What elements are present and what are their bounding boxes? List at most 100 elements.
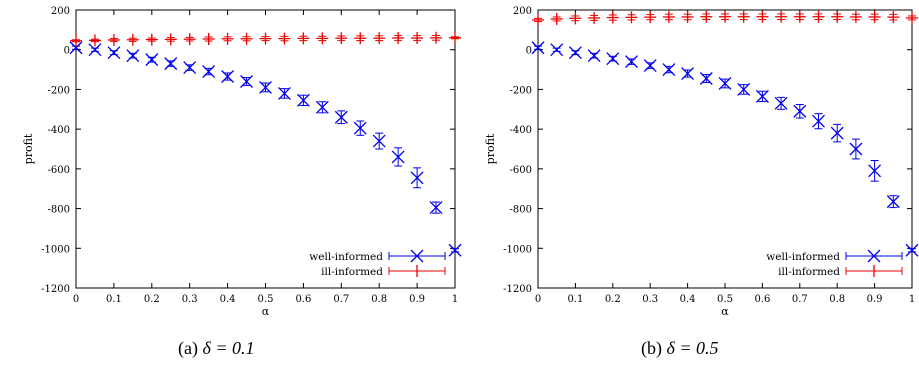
chart-1-well-informed-point xyxy=(774,96,788,110)
chart-0-marker-x xyxy=(277,86,291,100)
chart-1-ill-informed-point xyxy=(569,12,582,25)
chart-0-well-informed-point xyxy=(221,70,235,83)
chart-1-well-informed-point xyxy=(905,243,919,257)
caption-b-label: (b) xyxy=(641,338,662,358)
chart-1-ill-informed-point xyxy=(737,10,750,23)
chart-1-well-informed-point xyxy=(662,63,676,77)
chart-1-xtick-label: 0.2 xyxy=(605,294,621,305)
chart-1-ill-informed-point xyxy=(606,11,619,24)
chart-1-marker-x xyxy=(643,59,657,73)
chart-1-well-informed-point xyxy=(755,89,769,103)
chart-0-well-informed-point xyxy=(372,132,386,150)
chart-0-ytick-label: -600 xyxy=(48,165,70,176)
chart-0-marker-x xyxy=(202,65,216,79)
chart-0-well-informed-point xyxy=(259,80,272,94)
chart-1-well-informed-point xyxy=(531,41,545,55)
chart-0-xtick-label: 0.5 xyxy=(258,294,274,305)
chart-0-marker-x xyxy=(88,43,102,57)
chart-1-marker-x xyxy=(793,104,807,118)
chart-1-ytick-label: 200 xyxy=(513,6,532,17)
chart-1-well-informed-point xyxy=(830,123,844,143)
chart-0-ill-informed-point xyxy=(335,32,348,45)
chart-1-marker-x xyxy=(849,142,863,156)
chart-0-well-informed-point xyxy=(126,49,140,63)
chart-1-marker-x xyxy=(868,164,882,178)
chart-1-well-informed-point xyxy=(643,59,657,73)
chart-1-xtick-label: 0.7 xyxy=(792,294,808,305)
chart-0-well-informed-point xyxy=(240,75,254,88)
chart-0-marker-x xyxy=(410,171,424,185)
chart-0-well-informed-point xyxy=(429,201,443,215)
chart-0-marker-x xyxy=(372,134,386,148)
chart-1-xtick-label: 0.9 xyxy=(867,294,883,305)
chart-0-ill-informed-point xyxy=(392,31,405,44)
chart-1-ill-informed-point xyxy=(719,10,731,23)
chart-0-legend-marker xyxy=(410,249,424,263)
chart-0-ill-informed-point xyxy=(278,32,291,45)
chart-0-well-informed-point xyxy=(202,65,216,79)
chart-1-series-ill-informed xyxy=(532,10,918,26)
chart-0-ill-informed-point xyxy=(107,33,120,46)
chart-0-marker-x xyxy=(69,41,83,55)
chart-1-ytick-label: -800 xyxy=(510,205,532,216)
chart-0-ill-informed-point xyxy=(202,32,215,45)
chart-0-marker-x xyxy=(240,75,254,88)
chart-0-ytick-label: -800 xyxy=(48,205,70,216)
chart-0-ill-informed-point xyxy=(221,32,234,45)
chart-1-ytick-label: 0 xyxy=(526,46,532,57)
chart-1-xtick-label: 0.8 xyxy=(829,294,845,305)
chart-0-xtick-label: 0.3 xyxy=(182,294,198,305)
chart-0-series-ill-informed xyxy=(70,31,461,47)
chart-0-xtick-label: 0.2 xyxy=(144,294,160,305)
chart-1-ytick-label: -200 xyxy=(510,85,532,96)
chart-0-marker-x xyxy=(145,53,159,67)
chart-1-marker-x xyxy=(587,49,601,63)
chart-1-well-informed-point xyxy=(793,104,807,119)
chart-0-marker-x xyxy=(353,121,367,135)
chart-0-well-informed-point xyxy=(107,46,121,60)
chart-1-marker-x xyxy=(625,55,638,69)
chart-0-marker-x xyxy=(429,201,443,215)
chart-0-legend-label: well-informed xyxy=(309,251,383,263)
chart-1-marker-x xyxy=(886,195,900,209)
chart-0-xtick-label: 0.6 xyxy=(295,294,311,305)
chart-0-ill-informed-point xyxy=(354,32,367,45)
chart-0-ill-informed-point xyxy=(449,31,461,44)
chart-0-marker-x xyxy=(391,150,405,164)
chart-0-marker-x xyxy=(448,243,462,257)
chart-0-well-informed-point xyxy=(334,110,348,125)
chart-1-xtick-label: 0.1 xyxy=(567,294,583,305)
chart-1-well-informed-point xyxy=(625,55,638,69)
chart-1-y-axis-label: profit xyxy=(484,133,497,164)
chart-0-ill-informed-point xyxy=(316,32,329,45)
chart-1-ill-informed-point xyxy=(906,11,918,24)
chart-1-well-informed-point xyxy=(699,72,713,85)
caption-a: (a) δ = 0.1 xyxy=(178,338,255,359)
chart-0-marker-x xyxy=(183,61,197,75)
chart-0-well-informed-point xyxy=(410,167,424,189)
chart-0-marker-x xyxy=(221,70,235,83)
chart-1-ill-informed-point xyxy=(887,11,900,24)
chart-0-ill-informed-point xyxy=(259,32,272,45)
chart-1-xtick-label: 0.6 xyxy=(754,294,770,305)
chart-1-marker-x xyxy=(905,243,919,257)
chart-0-well-informed-point xyxy=(88,43,102,57)
chart-0-ytick-label: -200 xyxy=(48,85,70,96)
chart-1-marker-x xyxy=(830,126,844,140)
chart-1-ill-informed-point xyxy=(700,10,713,23)
chart-1-well-informed-point xyxy=(587,49,601,63)
chart-1-ill-informed-point xyxy=(756,10,769,23)
chart-1-ytick-label: -400 xyxy=(510,125,532,136)
chart-1-ill-informed-point xyxy=(644,11,657,24)
chart-1-well-informed-point xyxy=(568,46,582,60)
chart-1-xtick-label: 0.4 xyxy=(680,294,696,305)
chart-0-well-informed-point xyxy=(315,100,329,114)
chart-1-marker-x xyxy=(718,77,732,90)
chart-1-ill-informed-point xyxy=(662,10,675,23)
chart-0-well-informed-point xyxy=(277,86,291,100)
chart-1-ill-informed-point xyxy=(793,10,806,23)
chart-0-marker-x xyxy=(296,93,310,107)
chart-0-marker-x xyxy=(126,49,140,63)
chart-1-ill-informed-point xyxy=(775,10,788,23)
chart-1-xtick-label: 1 xyxy=(909,294,915,305)
